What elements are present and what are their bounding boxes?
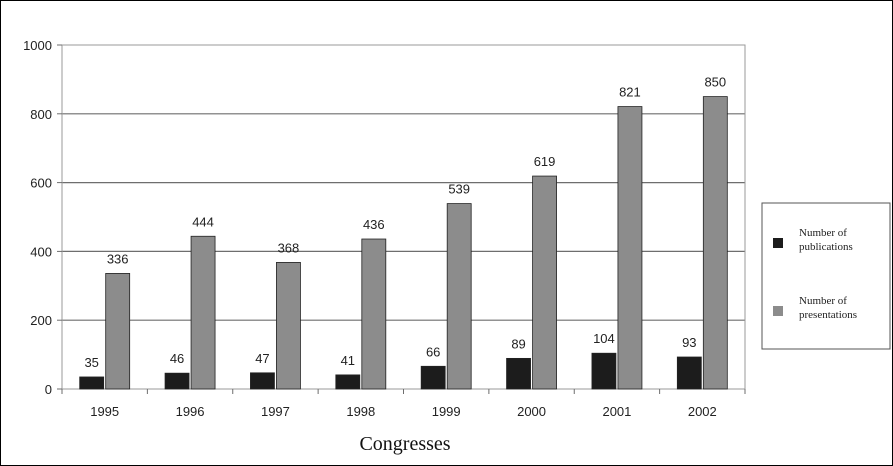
data-label-publications: 104 <box>593 331 615 346</box>
y-axis: 0 200 400 600 800 1000 <box>23 38 62 397</box>
bar-presentations <box>105 273 131 390</box>
bar-publications <box>420 365 446 390</box>
plot-area-border <box>61 44 746 390</box>
data-label-publications: 46 <box>170 351 184 366</box>
bar-publications <box>591 352 617 390</box>
data-label-publications: 41 <box>341 353 355 368</box>
data-label-publications: 47 <box>255 351 269 366</box>
bar-presentations <box>276 262 301 390</box>
legend-swatch-presentations <box>773 306 783 316</box>
bar-presentations <box>617 106 643 390</box>
data-label-publications: 66 <box>426 344 440 359</box>
bar-publications <box>676 356 702 390</box>
bar-presentations <box>446 203 472 390</box>
gridlines <box>62 113 745 321</box>
data-label-presentations: 336 <box>107 251 129 266</box>
x-tick-label: 1995 <box>90 404 119 419</box>
y-tick-label: 600 <box>30 176 52 191</box>
data-label-presentations: 619 <box>534 154 556 169</box>
legend-label-presentations-line2: presentations <box>799 309 857 321</box>
data-labels: 35 336 46 444 47 368 41 436 66 539 89 619 104 821 93 85… <box>84 75 726 370</box>
bar-publications <box>335 374 361 390</box>
bar-presentations <box>702 96 728 390</box>
bar-presentations <box>361 238 387 390</box>
legend-swatch-publications <box>773 238 783 248</box>
y-tick-label: 0 <box>45 382 52 397</box>
data-label-presentations: 444 <box>192 214 214 229</box>
y-tick-label: 200 <box>30 313 52 328</box>
y-tick-label: 800 <box>30 107 52 122</box>
x-tick-label: 2002 <box>688 404 717 419</box>
bars <box>79 96 728 390</box>
y-tick-label: 400 <box>30 244 52 259</box>
x-tick-label: 2000 <box>517 404 546 419</box>
x-tick-label: 1999 <box>432 404 461 419</box>
bar-presentations <box>190 235 216 390</box>
bar-publications <box>79 376 105 390</box>
x-tick-label: 1996 <box>176 404 205 419</box>
data-label-presentations: 368 <box>278 240 300 255</box>
x-tick-label: 1998 <box>346 404 375 419</box>
x-tick-label: 1997 <box>261 404 290 419</box>
x-axis-title: Congresses <box>359 433 450 455</box>
data-label-presentations: 821 <box>619 85 641 100</box>
bar-presentations <box>532 175 557 390</box>
bar-publications <box>506 357 531 390</box>
data-label-publications: 89 <box>511 336 525 351</box>
data-label-publications: 35 <box>84 355 98 370</box>
y-tick-label: 1000 <box>23 38 52 53</box>
bar-publications <box>164 372 190 390</box>
x-axis: 1995 1996 1997 1998 1999 2000 2001 2002 <box>61 389 746 419</box>
data-label-presentations: 539 <box>448 182 470 197</box>
legend-label-publications-line2: publications <box>799 241 853 253</box>
legend-label-publications-line1: Number of <box>799 227 847 239</box>
bar-publications <box>250 372 275 390</box>
legend-box <box>761 202 891 350</box>
legend: Number of publications Number of present… <box>761 202 891 350</box>
legend-label-presentations-line1: Number of <box>799 295 847 307</box>
data-label-publications: 93 <box>682 335 696 350</box>
data-label-presentations: 850 <box>704 75 726 90</box>
x-tick-label: 2001 <box>602 404 631 419</box>
data-label-presentations: 436 <box>363 217 385 232</box>
